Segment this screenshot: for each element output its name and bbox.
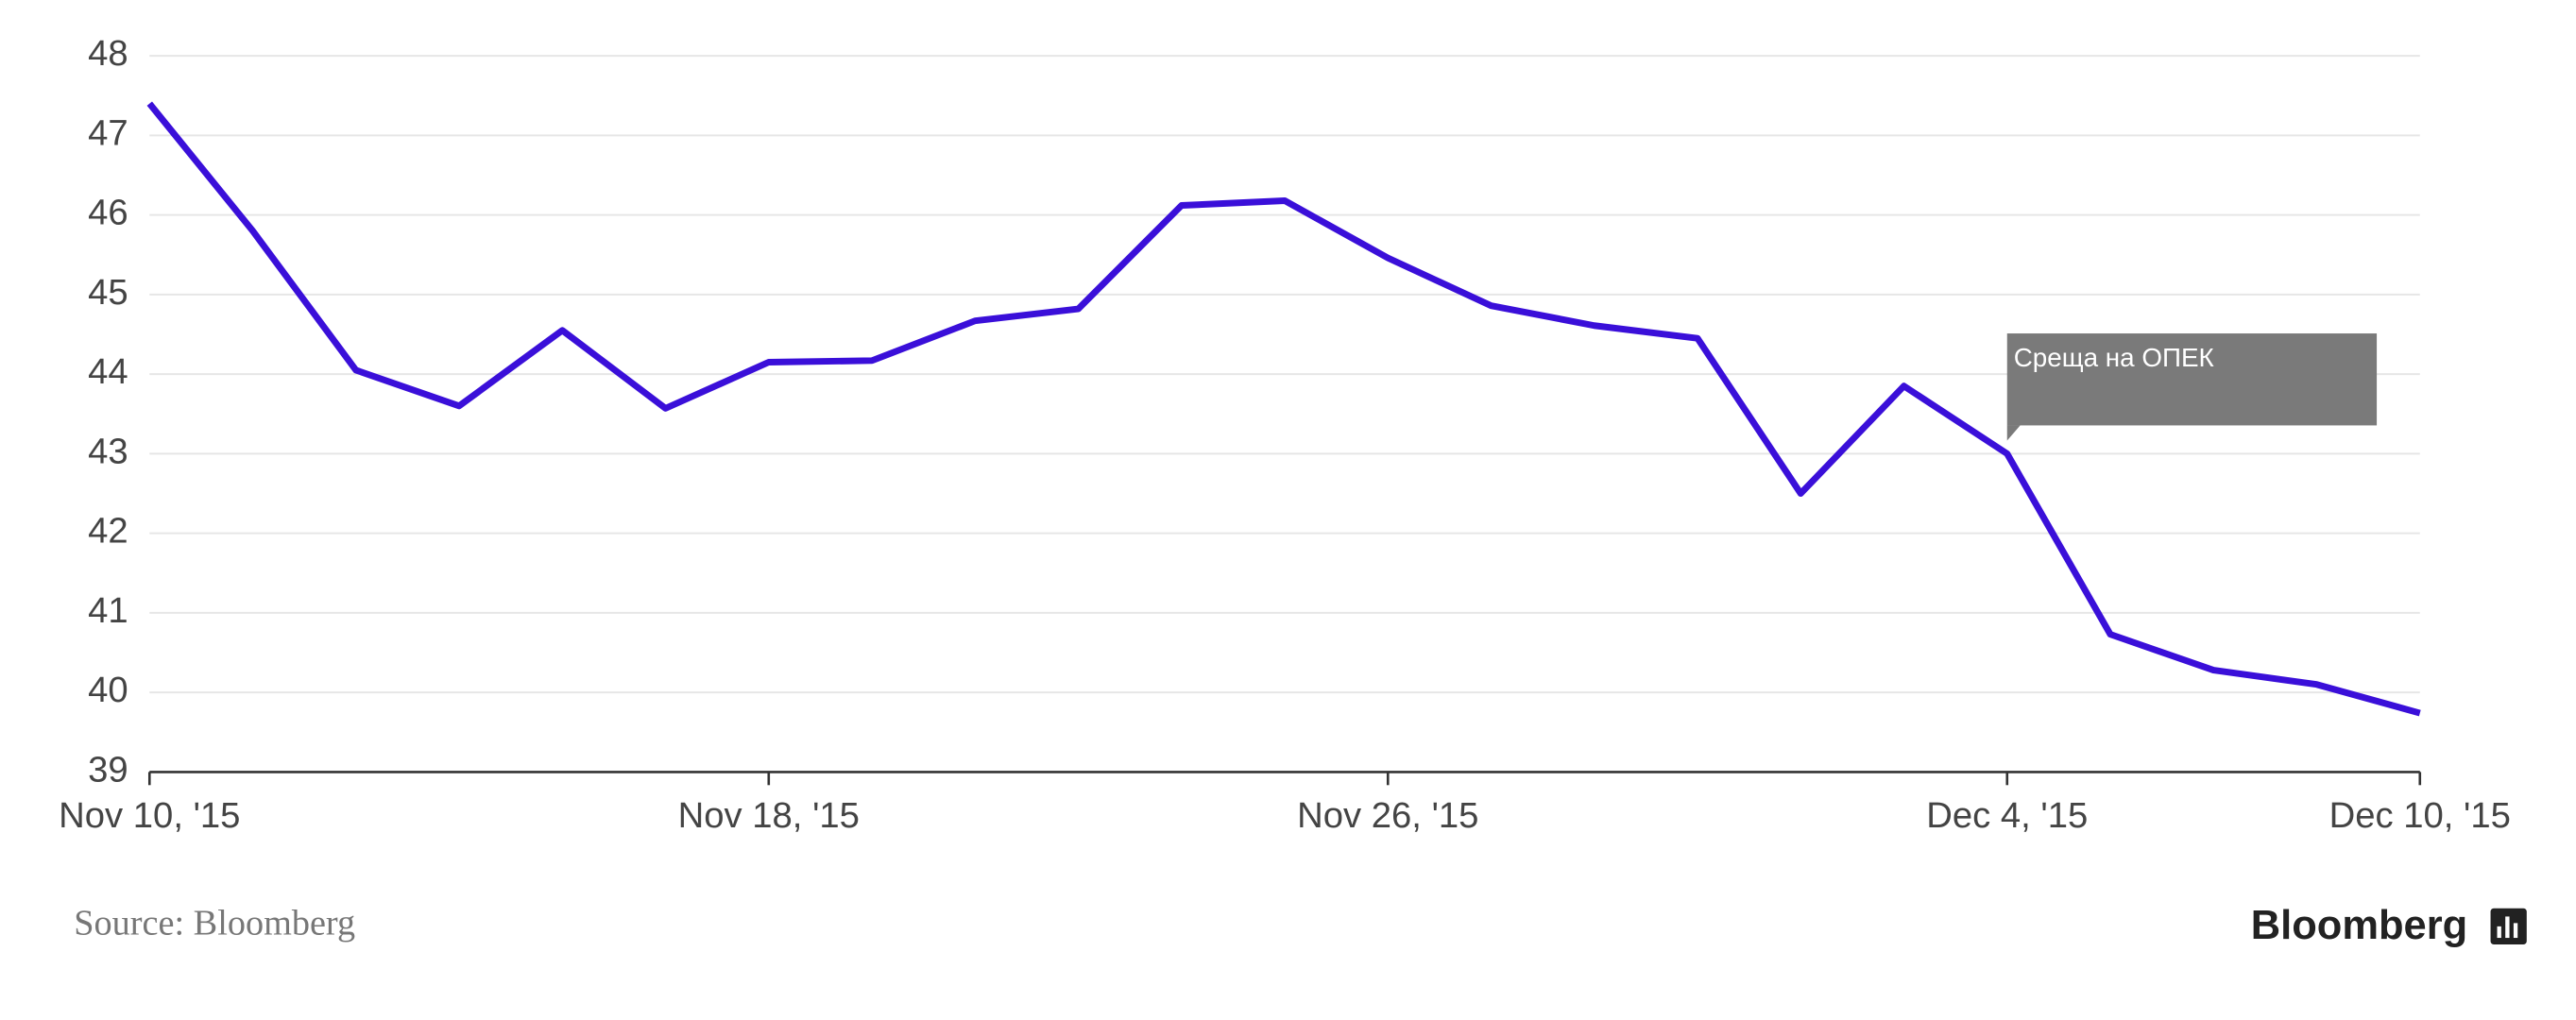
brand: Bloomberg [2251,903,2467,948]
x-tick-label: Dec 4, '15 [1926,795,2088,836]
annotation: Среща на ОПЕК [2006,333,2378,441]
y-tick-label: 47 [88,112,128,153]
annotation-pointer [2006,425,2021,441]
y-tick-label: 44 [88,351,128,392]
y-tick-label: 39 [88,750,128,790]
source: Source: Bloomberg [74,904,355,944]
y-tick-label: 45 [88,272,128,313]
y-tick-label: 41 [88,590,128,631]
y-tick-label: 46 [88,193,128,233]
y-tick-label: 43 [88,431,128,471]
y-tick-label: 42 [88,511,128,552]
x-tick-label: Nov 26, '15 [1297,795,1478,836]
y-tick-label: 48 [88,33,128,74]
x-tick-label: Nov 18, '15 [678,795,860,836]
x-tick-label: Dec 10, '15 [2329,795,2511,836]
annotation-text: Среща на ОПЕК [2014,343,2215,372]
annotation-box [2006,333,2378,426]
brand-icon [2490,908,2527,944]
series-line [146,101,2421,717]
y-tick-label: 40 [88,670,128,710]
x-tick-label: Nov 10, '15 [59,795,240,836]
